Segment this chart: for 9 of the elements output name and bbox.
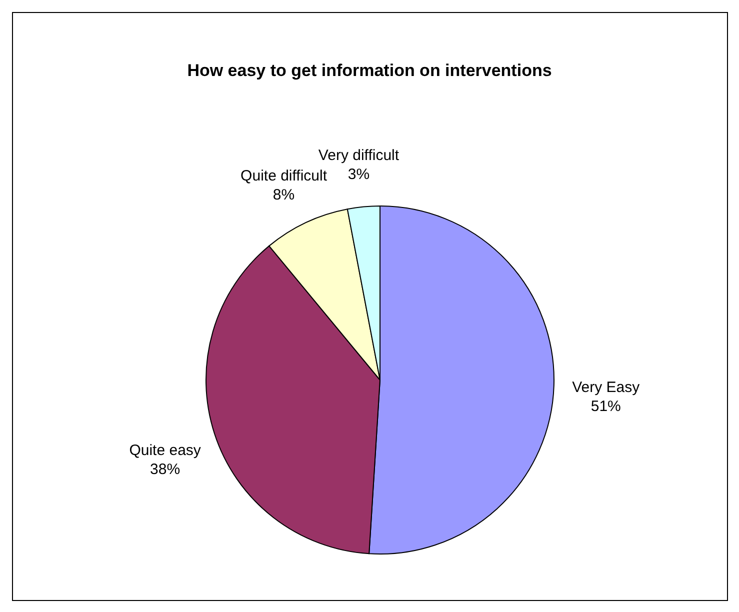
chart-title: How easy to get information on interventions	[187, 61, 552, 80]
data-label: 38%	[150, 460, 180, 478]
slice-label: Quite easy	[129, 442, 202, 459]
slice-label: Very difficult	[318, 147, 400, 164]
data-label: 51%	[590, 398, 621, 416]
data-label: 3%	[348, 166, 370, 184]
slice-label: Quite difficult	[240, 168, 328, 185]
data-label: 8%	[272, 186, 295, 204]
slice-label: Very Easy	[572, 379, 640, 396]
